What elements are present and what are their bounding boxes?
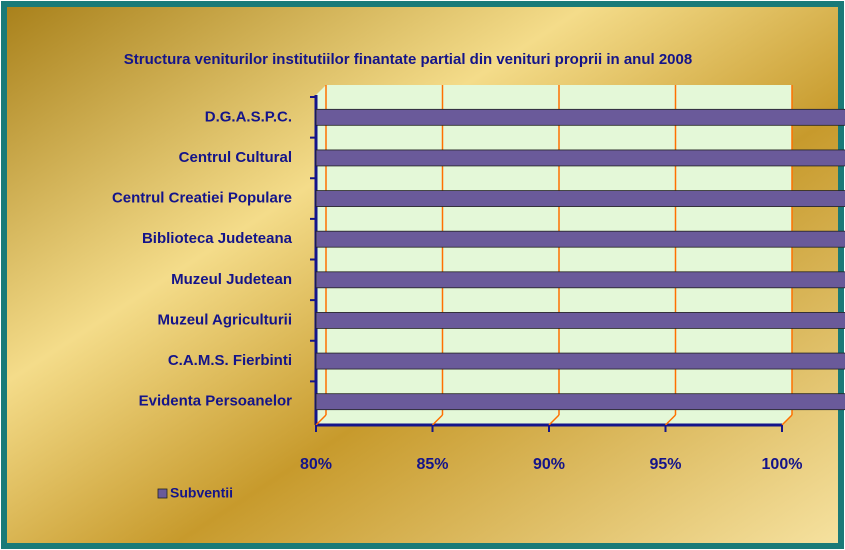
grid-line <box>315 414 327 426</box>
bar-segment <box>315 230 845 248</box>
grid-line <box>548 414 560 426</box>
y-tick-label: Centrul Creatiei Populare <box>112 190 292 207</box>
y-tick-label: D.G.A.S.P.C. <box>205 108 292 125</box>
bar-segment <box>315 312 845 329</box>
grid-line <box>431 414 444 426</box>
bar-segment <box>315 190 845 207</box>
x-tick-label: 90% <box>533 456 565 473</box>
bar-segment <box>315 149 845 167</box>
x-tick-label: 85% <box>416 456 448 473</box>
y-tick-label: C.A.M.S. Fierbinti <box>168 352 292 369</box>
y-tick-label: Muzeul Judetean <box>171 271 292 288</box>
y-tick-label: Muzeul Agriculturii <box>158 311 292 328</box>
y-tick-label: Biblioteca Judeteana <box>142 230 293 247</box>
bar-segment <box>315 108 845 126</box>
chart-title: Structura veniturilor institutiilor fina… <box>123 51 693 68</box>
legend-label: Subventii <box>170 485 233 501</box>
grid-line <box>781 414 793 426</box>
legend-swatch <box>157 488 168 499</box>
bar-segment <box>315 352 845 370</box>
y-tick-label: Centrul Cultural <box>179 149 292 166</box>
x-tick-label: 100% <box>762 456 803 473</box>
x-tick-label: 80% <box>300 456 332 473</box>
plot-area <box>316 85 792 425</box>
bar-segment <box>315 271 845 289</box>
bar-segment <box>315 393 845 411</box>
grid-line <box>664 414 677 426</box>
x-tick-label: 95% <box>649 456 681 473</box>
y-tick-label: Evidenta Persoanelor <box>139 393 293 410</box>
